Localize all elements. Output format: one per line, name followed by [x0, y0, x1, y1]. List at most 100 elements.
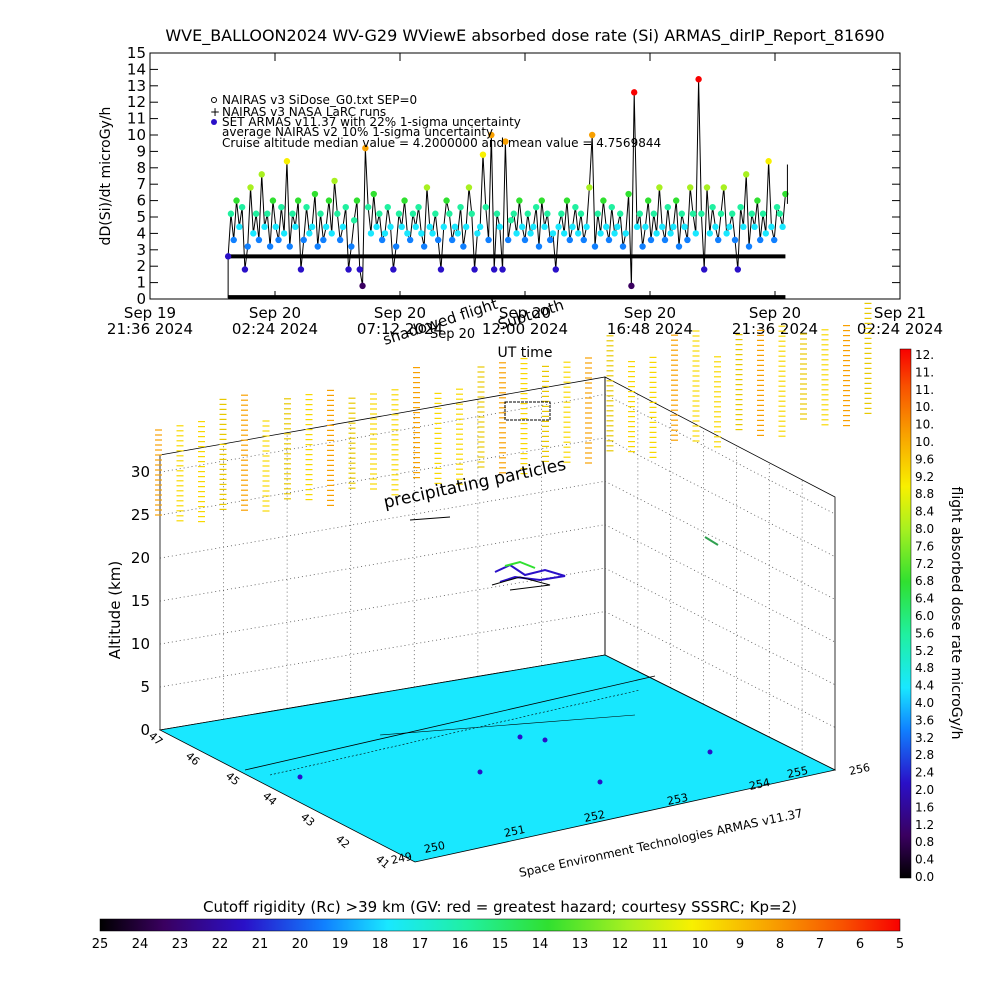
grid-line-z [159, 611, 606, 688]
longitude-tick-label: 253 [666, 791, 689, 808]
armas-data-point [479, 151, 487, 158]
armas-data-point [306, 230, 313, 237]
armas-data-point [406, 236, 414, 244]
grid-line-z-right [604, 611, 836, 728]
latitude-tick-label: 45 [223, 769, 242, 788]
rigidity-colorbar-gradient [99, 918, 901, 932]
armas-data-point [701, 266, 708, 273]
armas-data-point [353, 197, 361, 204]
y-tick-label: 9 [136, 142, 146, 160]
y-tick-label: 0 [136, 290, 146, 308]
armas-data-point [717, 210, 725, 217]
armas-data-point [507, 217, 515, 224]
armas-data-point [600, 197, 607, 204]
dose-colorbar-tick: 11. [915, 383, 934, 397]
altitude-tick-label: 0 [140, 721, 150, 739]
armas-data-point [759, 210, 767, 217]
timeseries-ylabel: dD(Si)/dt microGy/h [98, 107, 114, 246]
armas-data-point [339, 223, 347, 231]
armas-data-point [233, 197, 240, 204]
armas-data-point [224, 253, 232, 260]
armas-data-point [619, 243, 627, 250]
armas-data-point [667, 230, 674, 237]
armas-data-point [743, 171, 750, 178]
armas-data-point [496, 223, 503, 231]
dose-colorbar-tick: 7.2 [915, 557, 934, 571]
armas-data-point [580, 236, 587, 244]
armas-data-point [272, 223, 279, 231]
y-tick-label: 10 [127, 126, 146, 144]
legend-marker-plus: + [210, 105, 220, 119]
legend-entry: Cruise altitude median value = 4.2000000… [222, 136, 661, 150]
armas-data-point [731, 236, 739, 244]
armas-data-point [308, 223, 316, 231]
rigidity-colorbar-tick: 24 [132, 937, 149, 952]
armas-data-point [468, 210, 475, 217]
grid-line-z [159, 393, 606, 473]
rigidity-colorbar-tick: 19 [332, 937, 349, 952]
armas-data-point [538, 197, 545, 204]
armas-data-point [381, 230, 389, 237]
dose-colorbar-tick: 1.2 [915, 818, 934, 832]
armas-data-point [252, 210, 260, 217]
dose-colorbar-tick: 1.6 [915, 800, 934, 814]
y-tick-label: 14 [127, 60, 146, 78]
armas-data-point [398, 223, 405, 231]
armas-data-point [482, 203, 489, 211]
armas-data-point [625, 190, 632, 198]
armas-data-point [317, 210, 324, 217]
armas-data-point [258, 171, 265, 178]
armas-data-point [488, 131, 495, 139]
armas-data-point [378, 236, 386, 244]
dose-colorbar-tick: 11. [915, 365, 934, 379]
altitude-axis-label: Altitude (km) [106, 561, 124, 659]
y-tick-label: 4 [136, 224, 146, 242]
rigidity-colorbar-tick: 23 [172, 937, 189, 952]
ground-speck [707, 749, 713, 755]
x-tick-label-time: 07:12 2024 [357, 320, 443, 338]
rigidity-colorbar-tick: 9 [736, 937, 744, 952]
armas-data-point [726, 223, 733, 231]
armas-data-point [737, 203, 744, 211]
dose-colorbar-tick: 3.6 [915, 713, 934, 727]
dose-colorbar-tick: 12. [915, 348, 934, 362]
armas-data-point [247, 184, 254, 191]
altitude-tick-label: 10 [131, 635, 150, 653]
x-tick-label-date: Sep 20 [249, 304, 301, 322]
armas-data-point [376, 210, 383, 217]
rigidity-colorbar-tick: 13 [572, 937, 589, 952]
armas-data-point [586, 184, 593, 191]
armas-data-point [264, 210, 271, 217]
dose-rate-colorbar: 12. 11. 11. 10. 10. 10. 9.6 9.2 8.8 8.4 8.0 7.6 7.2 6… [899, 348, 964, 884]
rigidity-colorbar-tick: 8 [776, 937, 784, 952]
armas-data-point [535, 243, 543, 250]
armas-data-point [451, 223, 459, 231]
armas-data-point [236, 223, 243, 231]
precipitating-particles-label: precipitating particles [382, 455, 568, 513]
armas-data-point [588, 131, 596, 139]
armas-data-point [420, 243, 428, 250]
longitude-tick-label: 254 [748, 776, 771, 793]
armas-data-point [476, 223, 484, 231]
armas-data-point [768, 223, 775, 231]
armas-series-line [227, 79, 786, 286]
legend-marker-diamond [211, 97, 217, 103]
timeseries-xlabel: UT time [498, 345, 553, 361]
armas-data-point [703, 184, 711, 191]
ground-track-line-2 [269, 689, 641, 776]
armas-data-point [605, 236, 613, 244]
armas-data-point [342, 203, 349, 211]
armas-data-point [278, 203, 285, 211]
y-tick-label: 15 [127, 44, 146, 62]
armas-data-point [457, 203, 464, 211]
rigidity-colorbar-tick: 11 [652, 937, 669, 952]
x-tick-label-time: 02:24 2024 [857, 320, 943, 338]
grid-line-z-right [604, 394, 836, 515]
armas-data-point [720, 184, 728, 191]
armas-data-point [602, 223, 610, 231]
armas-data-point [558, 210, 565, 217]
armas-data-point [280, 230, 288, 237]
armas-data-point [434, 236, 442, 244]
grid-line-z-right [604, 480, 836, 600]
